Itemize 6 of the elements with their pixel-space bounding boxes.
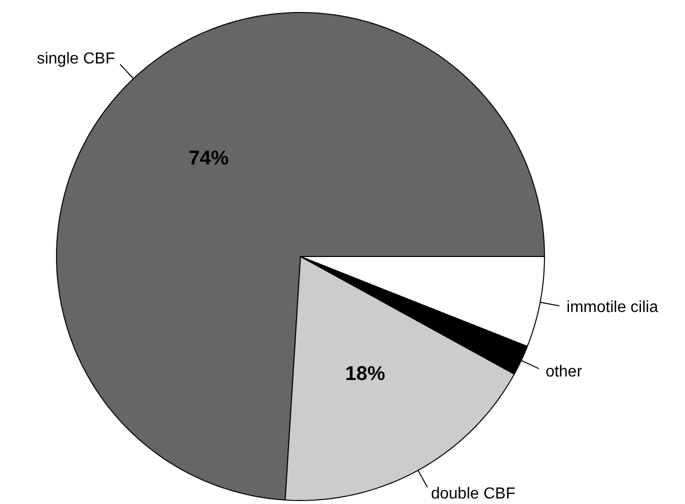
- slice-label: single CBF: [36, 50, 116, 68]
- data-label: 18%: [345, 363, 386, 386]
- slice-label: immotile cilia: [566, 298, 658, 316]
- slice-label: other: [546, 363, 583, 380]
- data-label: 74%: [188, 148, 229, 170]
- slice-label: double CBF: [430, 485, 516, 502]
